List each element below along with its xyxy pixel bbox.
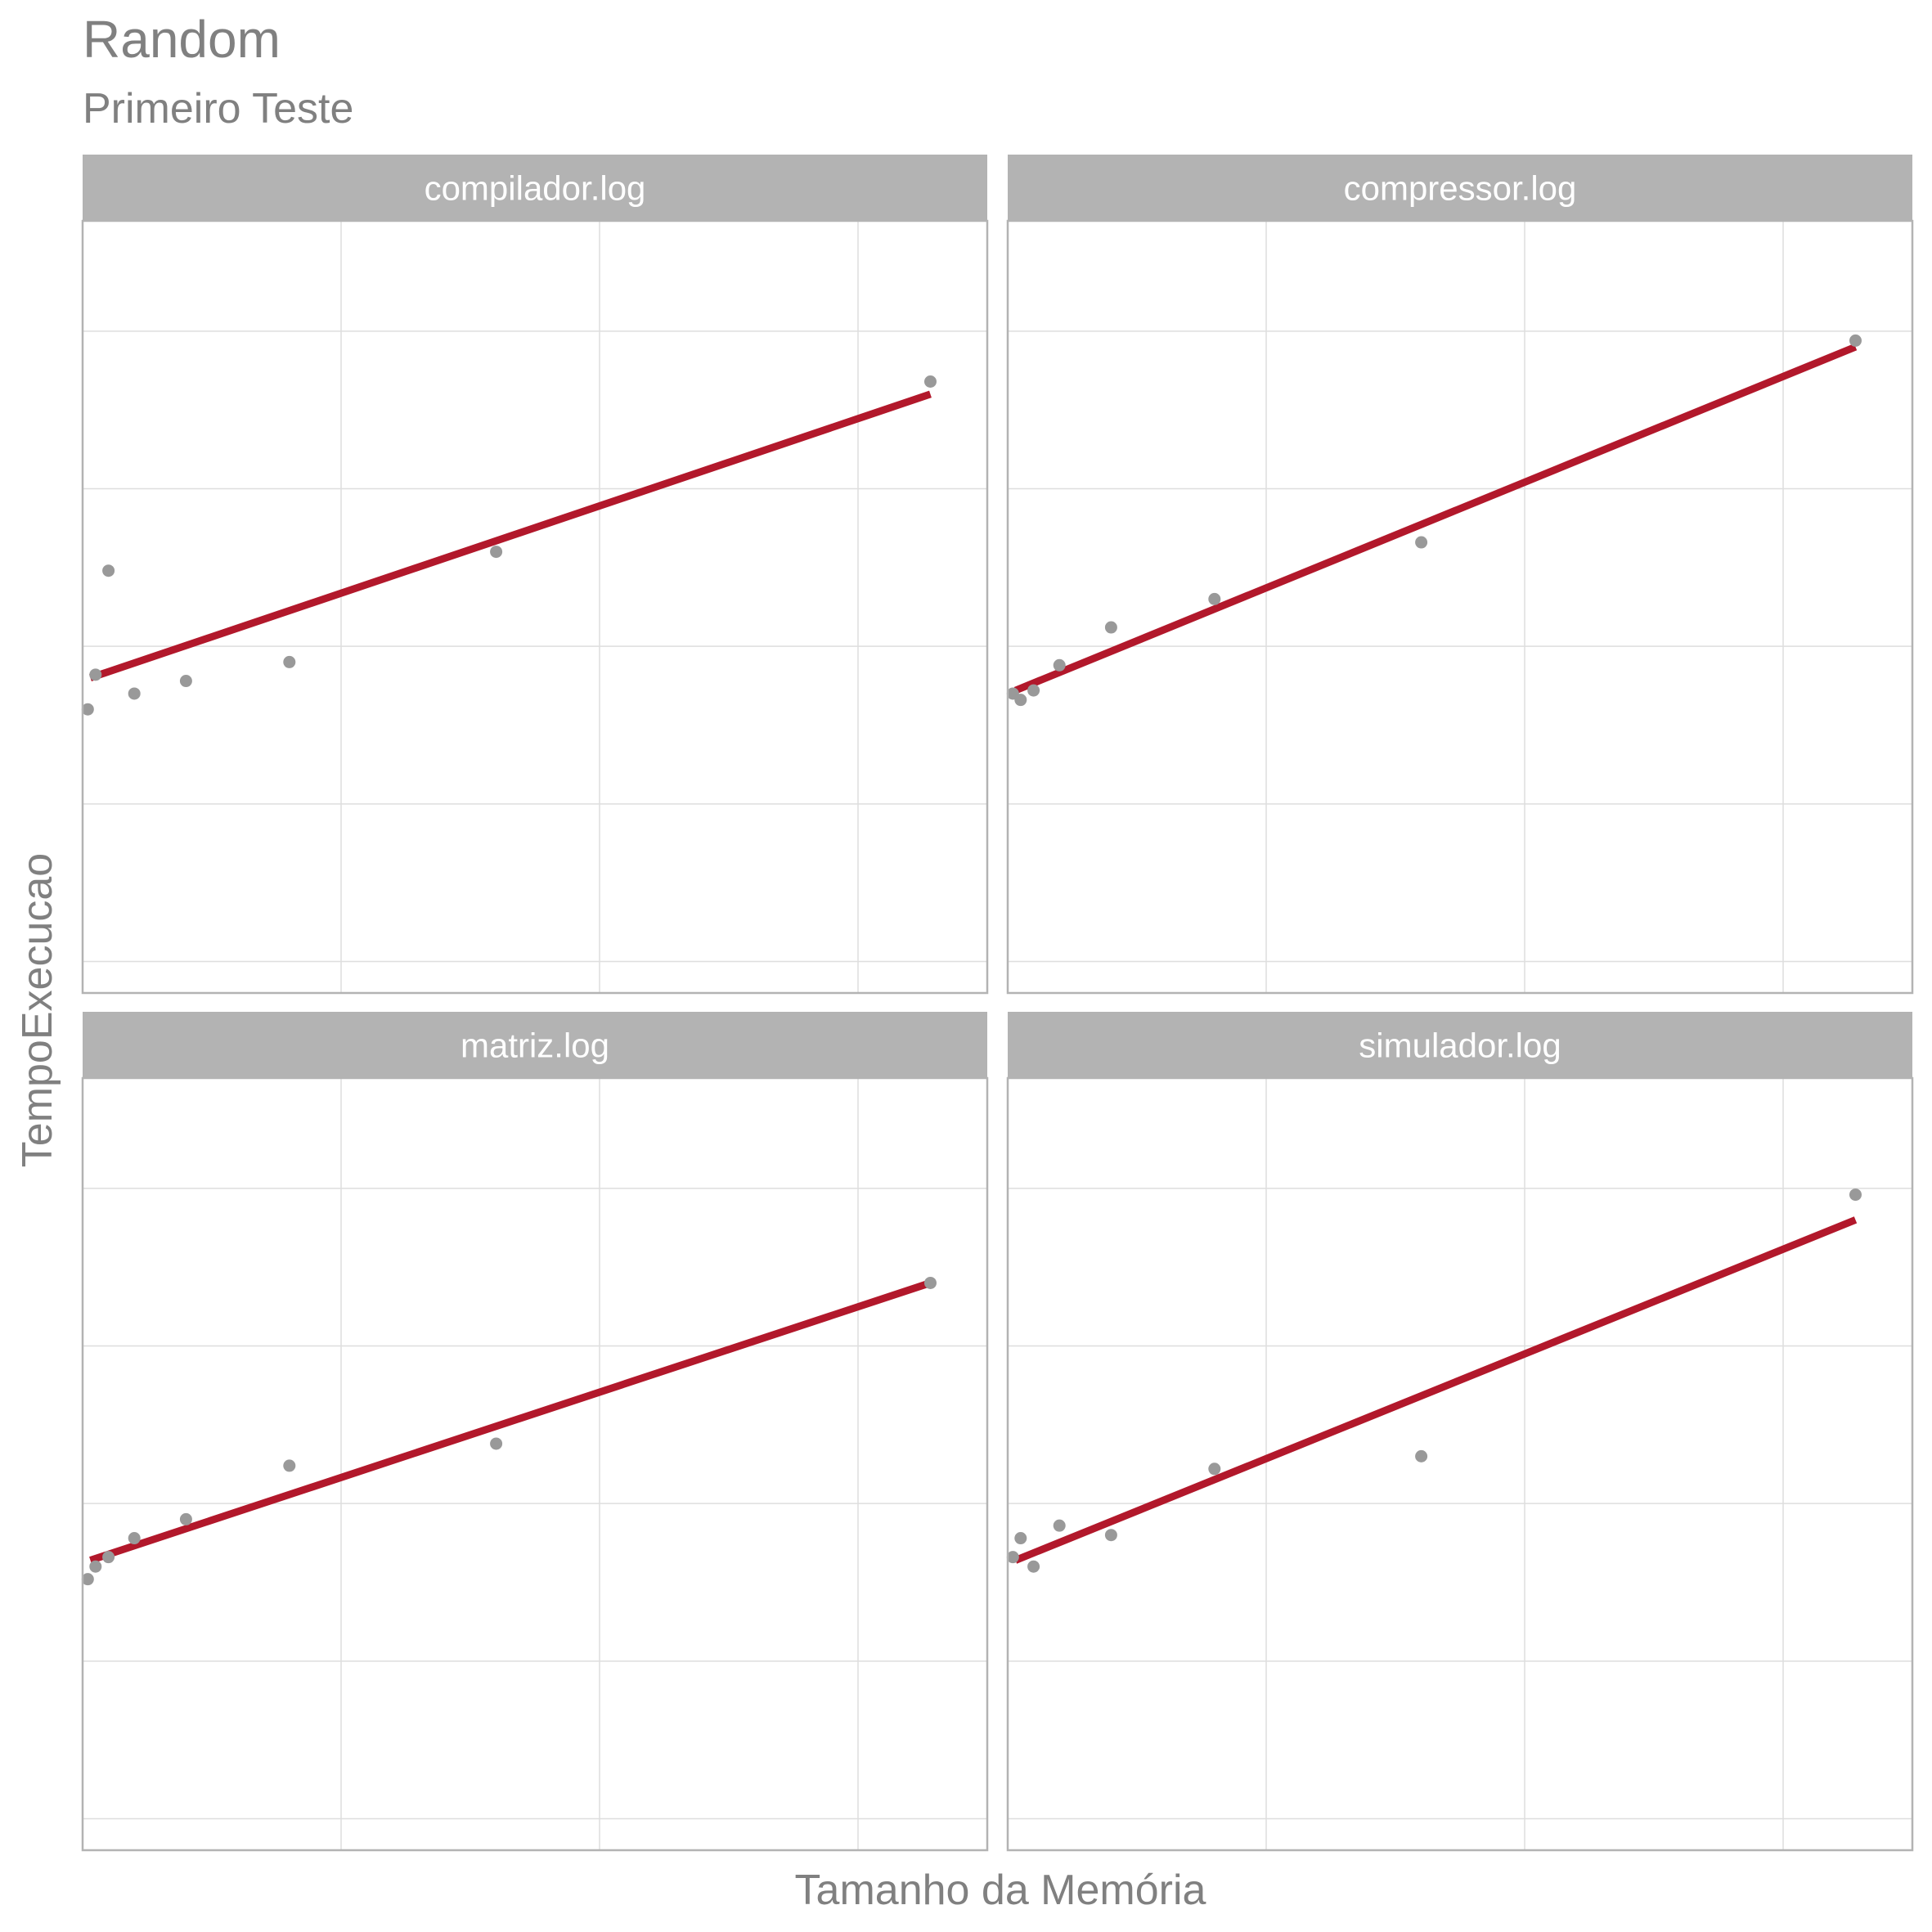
data-point xyxy=(283,1459,296,1472)
facet-strip xyxy=(83,1012,987,1078)
data-point xyxy=(1053,658,1066,672)
data-point xyxy=(923,1276,937,1289)
data-point xyxy=(1208,1462,1221,1476)
data-point xyxy=(102,564,115,577)
facet-strip xyxy=(83,155,987,221)
facet-strip-label: compressor.log xyxy=(1344,169,1577,208)
data-point xyxy=(81,1573,94,1586)
regression-line xyxy=(89,1279,932,1564)
facet-strip-label: simulador.log xyxy=(1359,1027,1561,1065)
y-axis-label: TempoExecucao xyxy=(14,853,61,1167)
data-point xyxy=(1104,621,1117,634)
panel-background xyxy=(83,1078,987,1850)
facet-panel: compilador.log xyxy=(81,155,989,995)
data-point xyxy=(128,687,141,700)
data-point xyxy=(102,1551,115,1564)
facet-strip xyxy=(1008,1012,1912,1078)
chart-title: Random xyxy=(83,10,281,69)
data-point xyxy=(1027,1560,1040,1573)
panels-layer: compilador.log compressor.log matriz.log si… xyxy=(81,155,1914,1852)
facet-panel: matriz.log xyxy=(81,1012,989,1852)
data-point xyxy=(179,1512,192,1525)
panel-background xyxy=(1008,1078,1912,1850)
data-point xyxy=(1208,592,1221,605)
facet-strip-label: compilador.log xyxy=(425,169,646,208)
facet-strip xyxy=(1008,155,1912,221)
data-point xyxy=(179,675,192,688)
data-point xyxy=(1849,334,1862,347)
x-axis-label: Tamanho da Memória xyxy=(795,1867,1206,1914)
data-point xyxy=(89,668,102,681)
facet-panel: simulador.log xyxy=(1006,1012,1914,1852)
data-point xyxy=(1027,684,1040,697)
chart-subtitle: Primeiro Teste xyxy=(83,85,353,133)
regression-line xyxy=(1013,1216,1858,1564)
regression-line xyxy=(89,390,932,681)
data-point xyxy=(1415,1449,1428,1462)
data-point xyxy=(89,1560,102,1573)
data-point xyxy=(1014,694,1027,707)
panel-background xyxy=(1008,221,1912,993)
data-point xyxy=(490,1437,503,1450)
data-point xyxy=(1104,1529,1117,1542)
data-point xyxy=(128,1532,141,1545)
panel-background xyxy=(83,221,987,993)
data-point xyxy=(923,375,937,389)
facet-panel: compressor.log xyxy=(1006,155,1914,995)
data-point xyxy=(283,655,296,668)
data-point xyxy=(1415,536,1428,549)
data-point xyxy=(1014,1532,1027,1545)
regression-line xyxy=(1013,343,1858,694)
data-point xyxy=(81,703,94,716)
data-point xyxy=(1053,1519,1066,1532)
data-point xyxy=(1849,1188,1862,1202)
facet-strip-label: matriz.log xyxy=(461,1027,609,1065)
data-point xyxy=(1006,1551,1019,1564)
data-point xyxy=(490,546,503,559)
